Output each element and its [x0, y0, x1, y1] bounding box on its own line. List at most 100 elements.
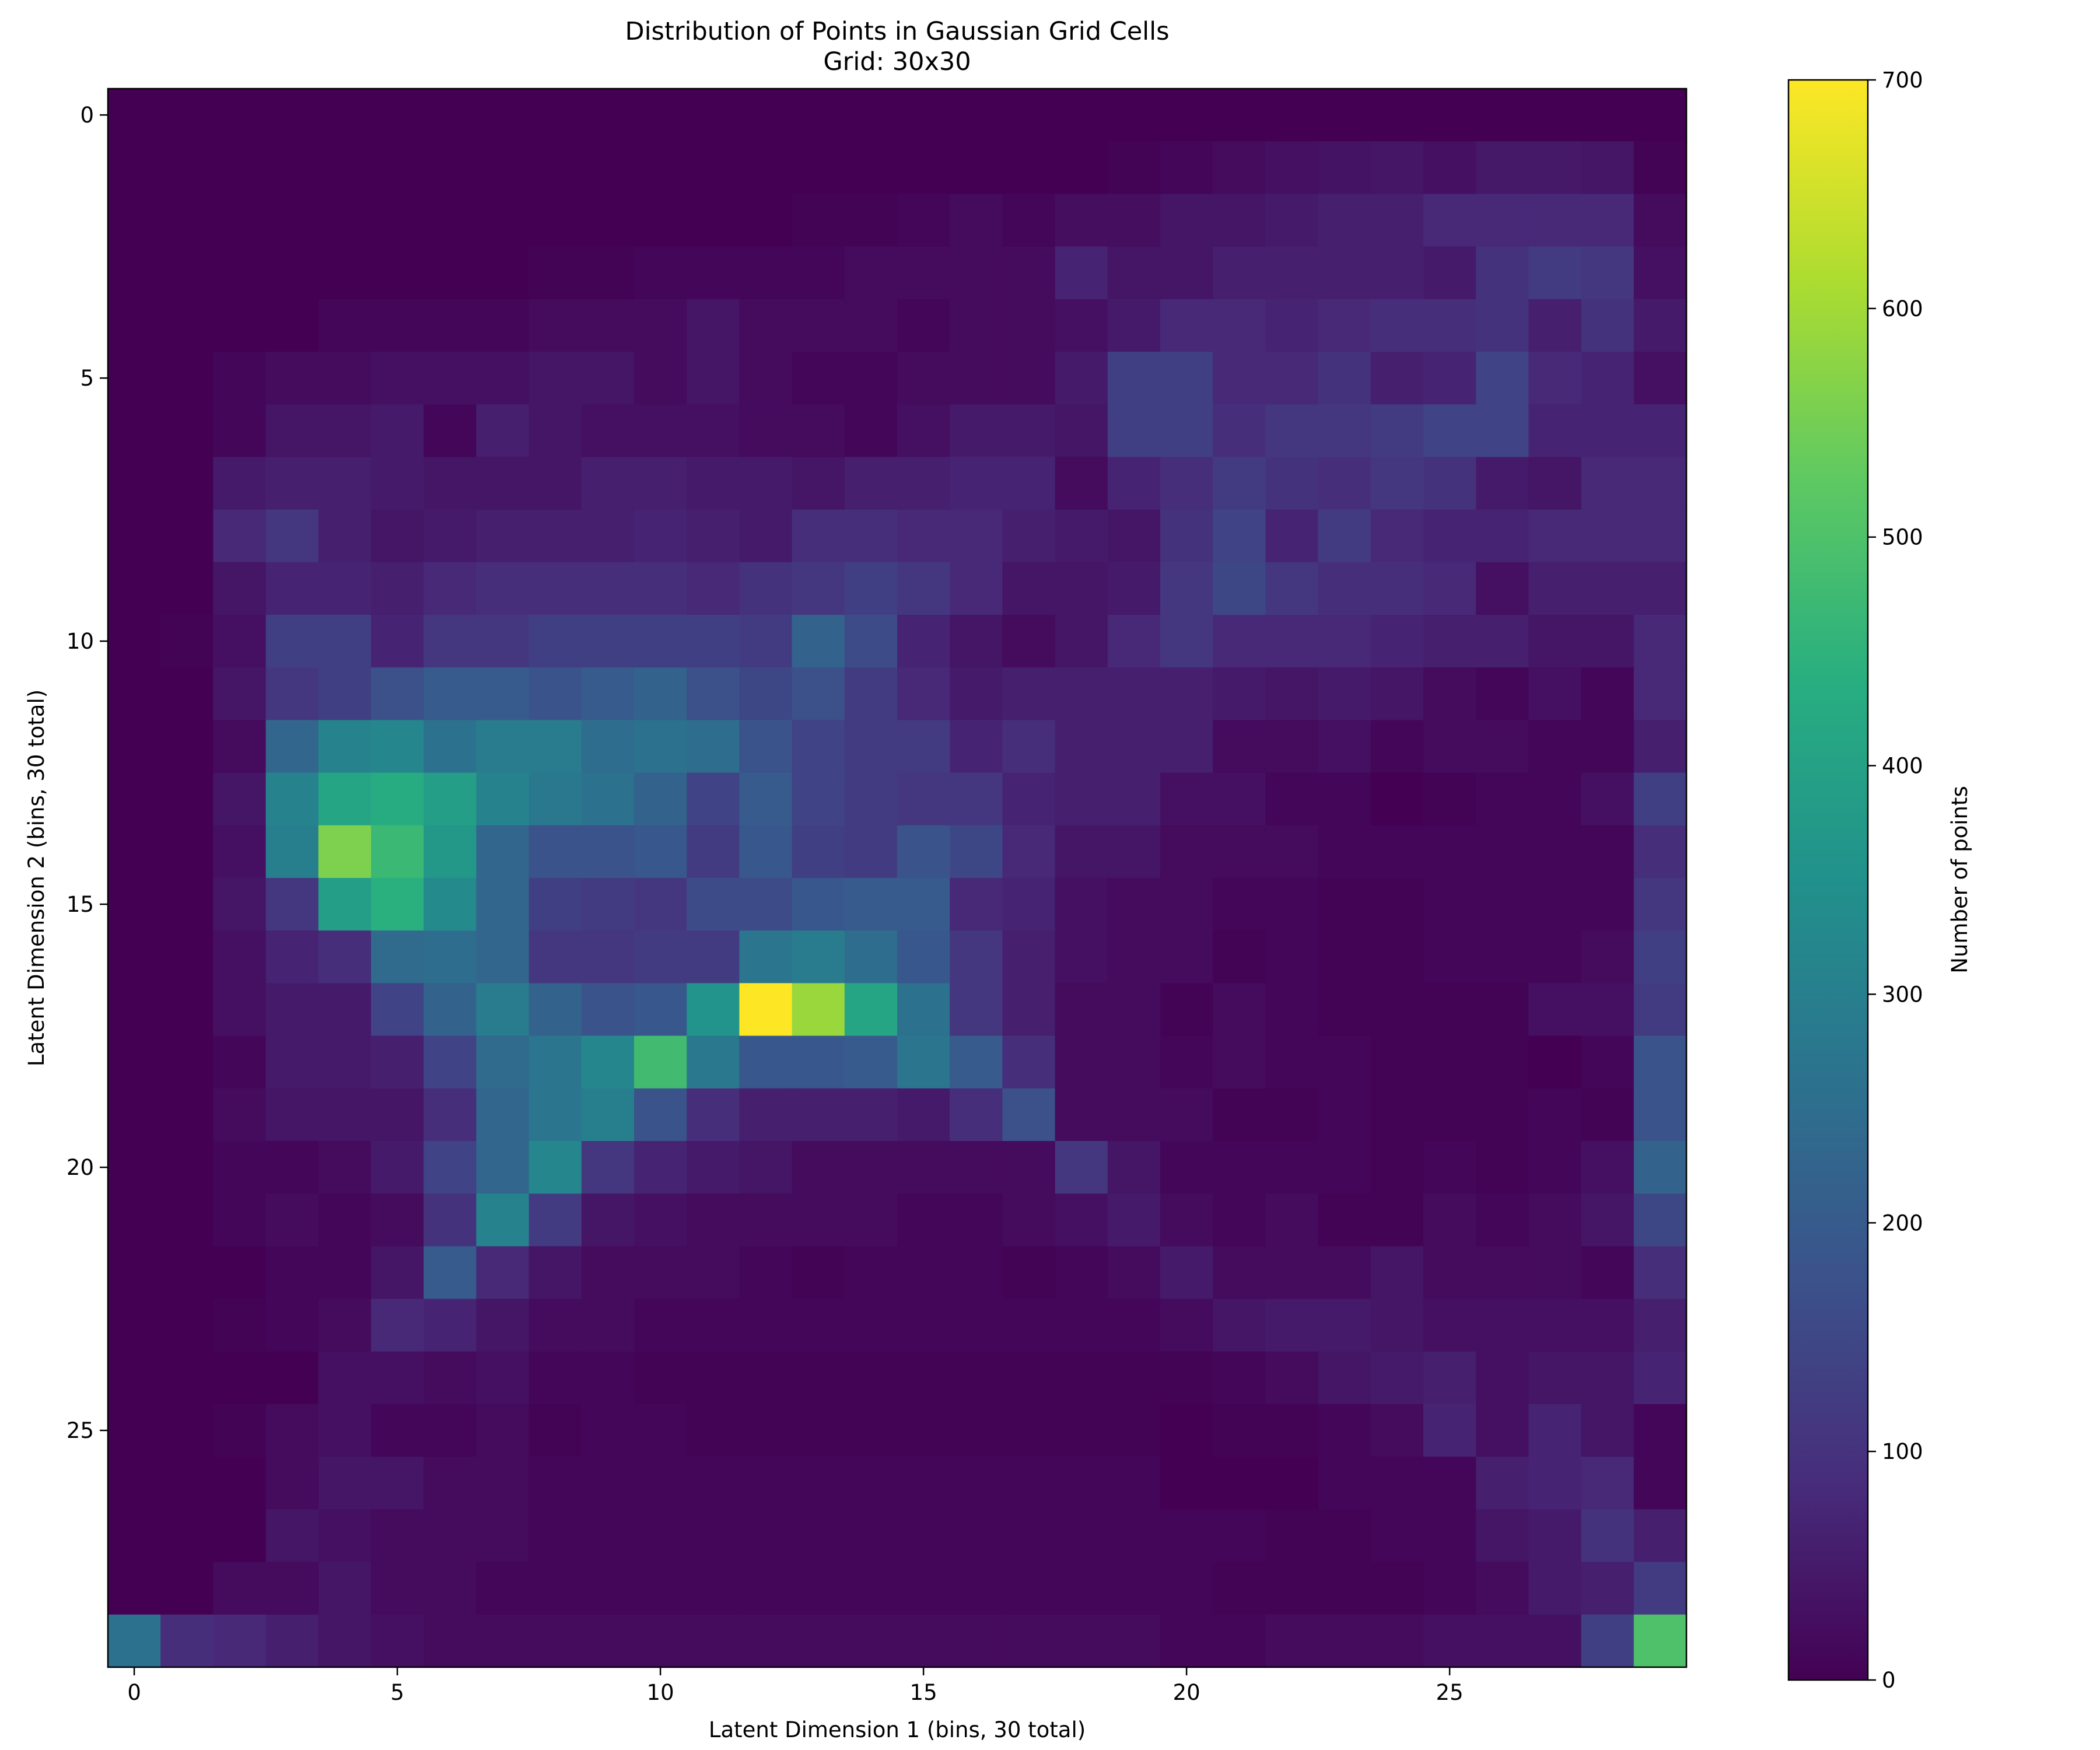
heatmap-cell: [528, 457, 582, 510]
heatmap-cell: [1107, 1509, 1161, 1563]
heatmap-cell: [108, 89, 161, 142]
heatmap-cell: [950, 194, 1003, 247]
heatmap-cell: [265, 404, 319, 457]
heatmap-cell: [739, 1404, 793, 1457]
heatmap-cell: [1318, 1457, 1371, 1510]
heatmap-cell: [1265, 1404, 1319, 1457]
heatmap-cell: [1002, 983, 1056, 1037]
y-tick-label: 15: [66, 892, 94, 917]
heatmap-cell: [476, 1194, 530, 1247]
heatmap-cell: [1581, 615, 1634, 668]
heatmap-cell: [1476, 562, 1529, 615]
heatmap-cell: [1002, 352, 1056, 405]
heatmap-cell: [1318, 1141, 1371, 1194]
heatmap-cell: [476, 194, 530, 247]
y-tick-label: 0: [80, 103, 94, 128]
heatmap-cell: [265, 1141, 319, 1194]
heatmap-cell: [108, 141, 161, 194]
heatmap-cell: [1528, 509, 1582, 563]
heatmap-cell: [739, 89, 793, 142]
heatmap-cell: [844, 89, 898, 142]
heatmap-cell: [476, 141, 530, 194]
heatmap-cell: [1581, 1141, 1634, 1194]
heatmap-cell: [844, 1194, 898, 1247]
heatmap-cell: [792, 615, 845, 668]
heatmap-cell: [1213, 299, 1266, 352]
heatmap-cell: [318, 562, 372, 615]
heatmap-cell: [476, 1614, 530, 1668]
heatmap-cell: [1528, 457, 1582, 510]
heatmap-cell: [1160, 720, 1213, 774]
heatmap-cell: [1370, 930, 1424, 984]
heatmap-cell: [739, 299, 793, 352]
heatmap-cell: [739, 141, 793, 194]
heatmap-cell: [1213, 1614, 1266, 1668]
heatmap-cell: [1581, 141, 1634, 194]
heatmap-cell: [160, 1035, 214, 1089]
heatmap-cell: [1002, 562, 1056, 615]
heatmap-cell: [1002, 667, 1056, 720]
heatmap-cell: [581, 89, 635, 142]
heatmap-cell: [792, 1457, 845, 1510]
heatmap-cell: [1423, 1404, 1476, 1457]
heatmap-cell: [108, 1194, 161, 1247]
heatmap-cell: [371, 1035, 424, 1089]
heatmap-cell: [265, 667, 319, 720]
heatmap-cell: [1423, 194, 1476, 247]
heatmap-cell: [687, 562, 740, 615]
heatmap-cell: [371, 1562, 424, 1615]
heatmap-cell: [160, 509, 214, 563]
heatmap-cell: [1107, 878, 1161, 931]
heatmap-cell: [108, 1404, 161, 1457]
heatmap-cell: [528, 89, 582, 142]
heatmap-cell: [1528, 615, 1582, 668]
heatmap-cell: [1265, 930, 1319, 984]
heatmap-cell: [265, 1351, 319, 1405]
heatmap-cell: [1370, 141, 1424, 194]
heatmap-cell: [1476, 667, 1529, 720]
heatmap-cell: [160, 1562, 214, 1615]
heatmap-cell: [371, 1351, 424, 1405]
heatmap-cell: [1055, 1088, 1108, 1142]
heatmap-cell: [160, 1404, 214, 1457]
heatmap-cell: [1318, 509, 1371, 563]
heatmap-cell: [1002, 1141, 1056, 1194]
heatmap-cell: [1002, 772, 1056, 826]
heatmap-cell: [1318, 141, 1371, 194]
heatmap-cell: [1370, 772, 1424, 826]
heatmap-cell: [1528, 1351, 1582, 1405]
heatmap-cell: [108, 404, 161, 457]
heatmap-cell: [213, 1194, 267, 1247]
heatmap-cell: [476, 825, 530, 878]
heatmap-cell: [687, 667, 740, 720]
heatmap-cell: [1370, 1562, 1424, 1615]
heatmap-cell: [1160, 141, 1213, 194]
heatmap-cell: [160, 1141, 214, 1194]
heatmap-cell: [265, 1298, 319, 1352]
heatmap-cell: [739, 772, 793, 826]
heatmap-cell: [950, 615, 1003, 668]
heatmap-cell: [1581, 246, 1634, 300]
heatmap-cell: [1107, 1351, 1161, 1405]
heatmap-cell: [1423, 1246, 1476, 1300]
heatmap-cell: [1633, 352, 1687, 405]
heatmap-cell: [634, 930, 687, 984]
heatmap-cell: [1318, 825, 1371, 878]
heatmap-cell: [1476, 615, 1529, 668]
heatmap-cell: [160, 772, 214, 826]
heatmap-cell: [950, 720, 1003, 774]
heatmap-cell: [1318, 720, 1371, 774]
heatmap-cell: [739, 1351, 793, 1405]
heatmap-cell: [528, 1509, 582, 1563]
heatmap-cell: [1423, 615, 1476, 668]
heatmap-cell: [1265, 89, 1319, 142]
heatmap-cell: [476, 1141, 530, 1194]
heatmap-cell: [1633, 141, 1687, 194]
heatmap-cell: [265, 457, 319, 510]
heatmap-cell: [1160, 1351, 1213, 1405]
heatmap-cell: [1160, 878, 1213, 931]
heatmap-cell: [897, 1457, 950, 1510]
heatmap-cell: [1002, 1351, 1056, 1405]
heatmap-cell: [1633, 299, 1687, 352]
heatmap-cell: [1265, 878, 1319, 931]
